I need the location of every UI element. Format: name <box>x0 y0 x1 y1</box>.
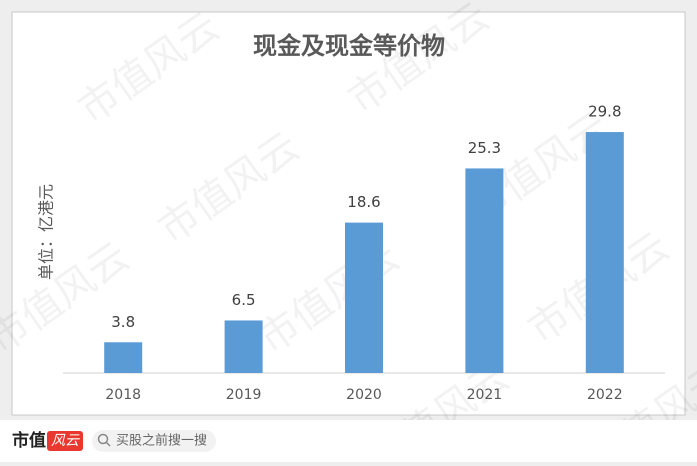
data-label: 25.3 <box>468 139 501 157</box>
x-tick-label: 2022 <box>587 387 623 403</box>
x-tick-label: 2021 <box>467 387 503 403</box>
bar <box>345 222 383 373</box>
search-placeholder: 买股之前搜一搜 <box>116 433 207 449</box>
data-label: 29.8 <box>588 103 621 121</box>
footer-logo: 风云 <box>51 433 80 449</box>
data-label: 6.5 <box>232 291 256 309</box>
footer-logo-bg <box>47 431 83 451</box>
search-icon <box>97 433 109 445</box>
y-axis-label: 单位：亿港元 <box>37 184 56 280</box>
x-tick-label: 2020 <box>346 387 382 403</box>
footer-brand: 市值 <box>12 430 46 451</box>
bar <box>465 168 504 373</box>
data-label: 3.8 <box>111 313 135 331</box>
chart-title: 现金及现金等价物 <box>253 32 445 60</box>
bar <box>224 320 263 373</box>
x-tick-label: 2019 <box>226 387 262 403</box>
bar <box>104 342 143 373</box>
search-icon-handle <box>105 441 111 447</box>
bar <box>585 132 624 373</box>
x-tick-label: 2018 <box>105 387 141 403</box>
data-label: 18.6 <box>347 193 380 211</box>
search-box[interactable] <box>92 430 216 452</box>
